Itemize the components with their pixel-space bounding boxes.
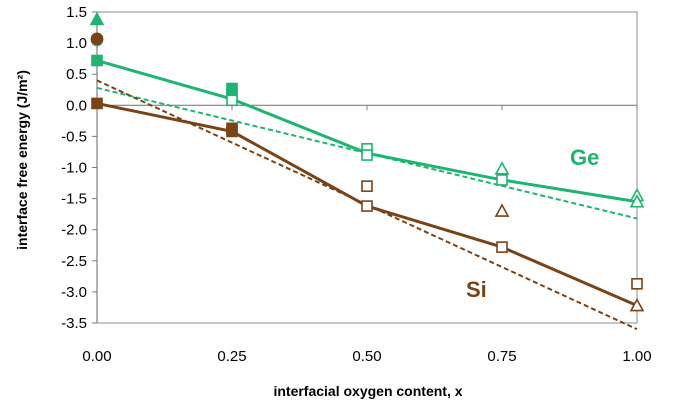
point-si-square bbox=[226, 125, 238, 138]
point-ge-square bbox=[91, 54, 103, 67]
point-si-square bbox=[361, 180, 373, 192]
y-tick-label: -0.5 bbox=[61, 128, 87, 145]
y-tick-label: -2.5 bbox=[61, 253, 87, 270]
point-si-square bbox=[496, 241, 508, 253]
x-tick-label: 0.50 bbox=[352, 348, 381, 365]
point-ge-square bbox=[361, 149, 373, 161]
point-si-square bbox=[91, 97, 103, 110]
y-tick-label: -1.0 bbox=[61, 160, 87, 177]
axes bbox=[92, 11, 638, 324]
point-si-square bbox=[361, 200, 373, 212]
point-ge-triangle bbox=[89, 11, 105, 26]
y-axis-title: interface free energy (J/m²) bbox=[14, 70, 30, 250]
plot-frame bbox=[96, 11, 638, 324]
series-label-ge: Ge bbox=[570, 145, 599, 170]
dashed-line-ge bbox=[96, 86, 638, 220]
point-si-square bbox=[631, 278, 643, 290]
y-tick-label: -2.0 bbox=[61, 222, 87, 239]
x-tick-label: 1.00 bbox=[622, 348, 651, 365]
point-si-triangle bbox=[629, 297, 645, 312]
y-tick-label: 0.0 bbox=[66, 97, 87, 114]
y-tick-label: 0.5 bbox=[66, 66, 87, 83]
tick-labels: 1.5 1.0 0.5 0.0 -0.5 -1.0 -1.5 -2.0 -2.5 -3.0 -3.5… bbox=[61, 4, 651, 365]
x-tick-label: 0.25 bbox=[217, 348, 246, 365]
data-markers bbox=[89, 11, 645, 312]
x-axis-title: interfacial oxygen content, x bbox=[273, 383, 462, 399]
series-lines bbox=[96, 59, 638, 331]
point-ge-square bbox=[496, 174, 508, 186]
point-ge-triangle bbox=[629, 194, 645, 208]
y-tick-label: -3.5 bbox=[61, 315, 87, 332]
point-ge-triangle bbox=[494, 161, 510, 175]
y-tick-label: -1.5 bbox=[61, 191, 87, 208]
y-tick-label: 1.0 bbox=[66, 35, 87, 52]
point-ge-square bbox=[226, 94, 238, 107]
x-tick-label: 0.75 bbox=[487, 348, 516, 365]
point-si-circle bbox=[90, 32, 104, 46]
series-label-si: Si bbox=[466, 277, 487, 302]
x-tick-label: 0.00 bbox=[82, 348, 111, 365]
point-si-triangle bbox=[494, 203, 510, 217]
y-tick-label: 1.5 bbox=[66, 4, 87, 21]
y-tick-label: -3.0 bbox=[61, 284, 87, 301]
